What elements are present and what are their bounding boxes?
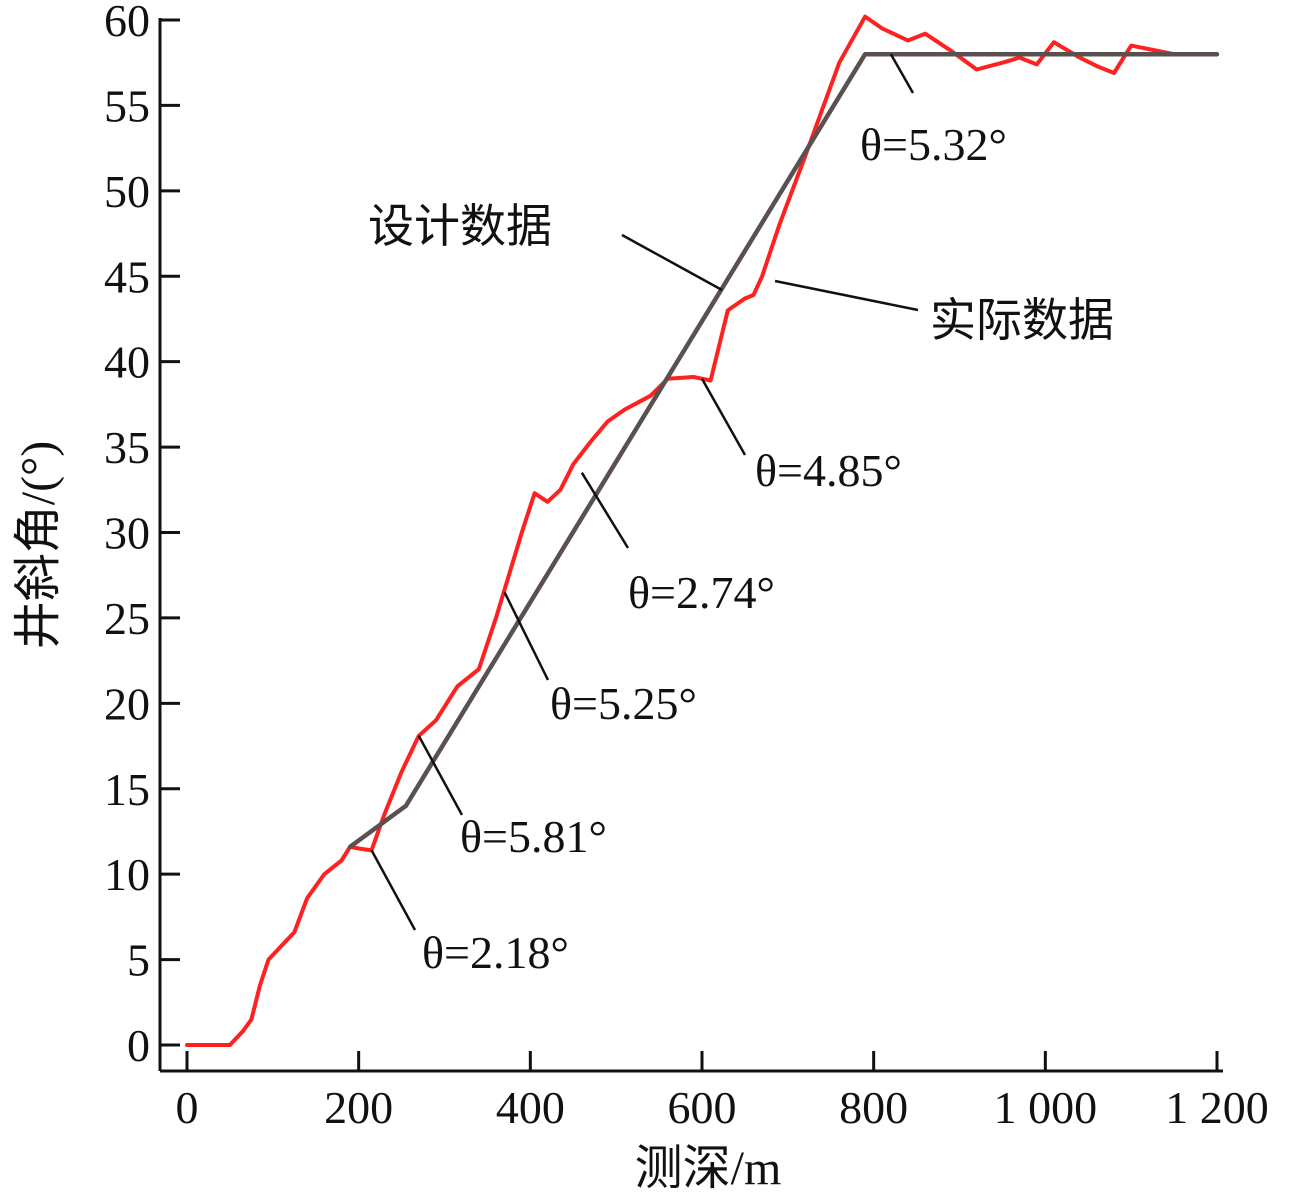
annotations: θ=2.18° θ=5.81° θ=5.25° θ=2.74° θ=4.85° θ=5.3… xyxy=(370,53,1007,978)
y-tick-label: 5 xyxy=(127,935,150,986)
angle-annotation: θ=5.81° xyxy=(460,811,607,862)
x-tick-label: 800 xyxy=(839,1082,908,1133)
actual-data-line xyxy=(185,14,1219,1047)
y-tick-label: 15 xyxy=(104,764,150,815)
actual-label-leader xyxy=(774,279,919,312)
design-series-label: 设计数据 xyxy=(368,201,552,252)
y-tick-label: 40 xyxy=(104,337,150,388)
angle-annotation: θ=2.74° xyxy=(628,567,775,618)
y-tick-label: 35 xyxy=(104,422,150,473)
axes: 0 5 10 15 20 25 30 35 40 45 50 55 60 0 200 400 600 800 1 … xyxy=(104,0,1269,1133)
actual-series-label: 实际数据 xyxy=(930,295,1114,346)
x-tick-label: 1 200 xyxy=(1165,1082,1269,1133)
design-label-leader xyxy=(621,233,723,292)
angle-annotation: θ=4.85° xyxy=(755,445,902,496)
x-tick-label: 200 xyxy=(324,1082,393,1133)
series-lines xyxy=(185,14,1220,1047)
angle-annotation: θ=5.32° xyxy=(860,119,1007,170)
x-tick-label: 0 xyxy=(176,1082,199,1133)
y-tick-label: 25 xyxy=(104,593,150,644)
x-tick-label: 400 xyxy=(496,1082,565,1133)
x-tick-label: 1 000 xyxy=(994,1082,1098,1133)
y-ticks: 0 5 10 15 20 25 30 35 40 45 50 55 60 xyxy=(104,0,180,1071)
angle-annotation: θ=2.18° xyxy=(422,927,569,978)
y-axis-title: 井斜角/(°) xyxy=(12,441,65,650)
y-tick-label: 60 xyxy=(104,0,150,46)
x-ticks: 0 200 400 600 800 1 000 1 200 xyxy=(176,1051,1269,1133)
design-data-line xyxy=(347,51,1220,850)
annotation-leader xyxy=(580,472,630,549)
x-tick-label: 600 xyxy=(668,1082,737,1133)
y-tick-label: 55 xyxy=(104,80,150,131)
y-tick-label: 50 xyxy=(104,166,150,217)
y-tick-label: 45 xyxy=(104,251,150,302)
annotation-leader xyxy=(889,53,915,94)
annotation-leader xyxy=(370,849,417,931)
annotation-leader xyxy=(503,591,550,681)
y-tick-label: 20 xyxy=(104,678,150,729)
y-tick-label: 10 xyxy=(104,849,150,900)
series-labels: 设计数据 实际数据 xyxy=(368,201,1114,346)
angle-annotation: θ=5.25° xyxy=(550,678,697,729)
x-axis-title: 测深/m xyxy=(635,1142,782,1195)
annotation-leader xyxy=(417,735,464,816)
y-tick-label: 0 xyxy=(127,1020,150,1071)
annotation-leader xyxy=(700,378,747,456)
y-tick-label: 30 xyxy=(104,508,150,559)
